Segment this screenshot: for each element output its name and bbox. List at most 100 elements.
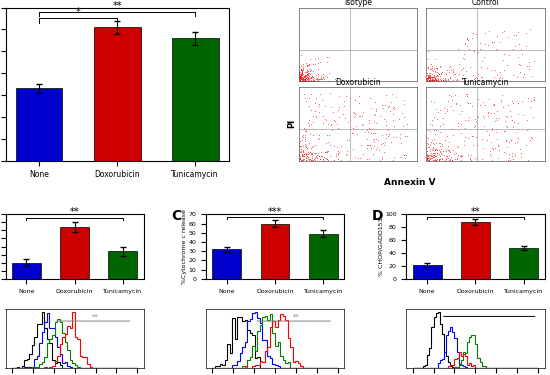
Point (435, 64, 444, 70)
Point (298, 63, 307, 69)
Point (476, 102, 485, 108)
Point (425, 77, 433, 83)
Point (513, 29, 522, 35)
Point (396, 131, 405, 137)
Point (377, 102, 386, 108)
Point (314, 153, 323, 159)
Point (322, 117, 331, 123)
Point (426, 76, 434, 82)
Point (333, 121, 342, 127)
Point (432, 128, 441, 134)
Point (427, 71, 436, 77)
Point (303, 68, 312, 74)
Point (309, 78, 317, 84)
Point (448, 66, 457, 72)
Point (295, 155, 304, 161)
Point (299, 67, 307, 73)
Point (427, 78, 436, 84)
Point (456, 129, 465, 135)
Point (312, 78, 321, 84)
Point (448, 157, 456, 163)
Point (316, 73, 325, 79)
Point (426, 73, 434, 79)
Point (394, 116, 403, 122)
Point (300, 125, 309, 131)
Point (430, 136, 438, 142)
Point (349, 114, 358, 120)
Point (298, 157, 306, 163)
Point (343, 120, 352, 126)
Point (444, 64, 453, 70)
Point (450, 71, 459, 77)
Point (430, 154, 439, 160)
Point (301, 77, 310, 83)
Point (432, 156, 441, 162)
Point (379, 116, 388, 122)
Point (424, 65, 433, 71)
Point (402, 122, 411, 128)
Point (383, 128, 392, 134)
Point (299, 78, 308, 84)
Point (465, 154, 474, 160)
Point (389, 105, 398, 111)
Point (527, 134, 536, 140)
Point (345, 95, 354, 101)
Point (304, 75, 313, 81)
Point (307, 144, 316, 150)
Point (305, 122, 314, 128)
Point (424, 65, 432, 71)
Point (299, 78, 308, 84)
Point (455, 111, 464, 117)
Point (386, 108, 394, 114)
Point (424, 74, 433, 80)
Point (314, 132, 323, 138)
Point (297, 74, 306, 80)
Point (497, 92, 506, 98)
Point (486, 110, 495, 116)
Point (460, 125, 469, 131)
Point (422, 78, 431, 84)
Point (427, 74, 436, 80)
Point (425, 154, 434, 160)
Point (461, 68, 470, 74)
Point (392, 94, 400, 100)
Point (296, 74, 305, 80)
Point (301, 72, 310, 78)
Point (312, 154, 321, 160)
Point (463, 91, 471, 97)
Point (314, 78, 322, 84)
Point (465, 156, 474, 162)
Point (423, 74, 432, 80)
Point (431, 153, 440, 159)
Point (297, 143, 306, 149)
Point (458, 72, 467, 78)
Point (296, 66, 305, 72)
Point (315, 153, 324, 159)
Point (433, 150, 442, 156)
Point (433, 65, 442, 71)
Point (472, 31, 481, 37)
Text: D: D (372, 209, 383, 223)
Point (295, 75, 304, 81)
Point (371, 111, 380, 117)
Point (310, 108, 319, 114)
Point (301, 78, 310, 84)
Point (295, 69, 304, 75)
Point (463, 34, 471, 40)
Point (425, 74, 434, 80)
Point (299, 153, 308, 159)
Point (297, 78, 306, 84)
Point (497, 29, 506, 35)
Point (425, 74, 433, 80)
Point (328, 128, 337, 134)
Point (490, 110, 498, 116)
Point (301, 76, 310, 82)
Point (308, 73, 317, 79)
Point (324, 69, 333, 75)
Point (435, 73, 444, 79)
Point (317, 153, 326, 159)
Point (299, 153, 308, 159)
Point (508, 150, 516, 156)
Point (331, 76, 340, 82)
Point (302, 78, 311, 84)
